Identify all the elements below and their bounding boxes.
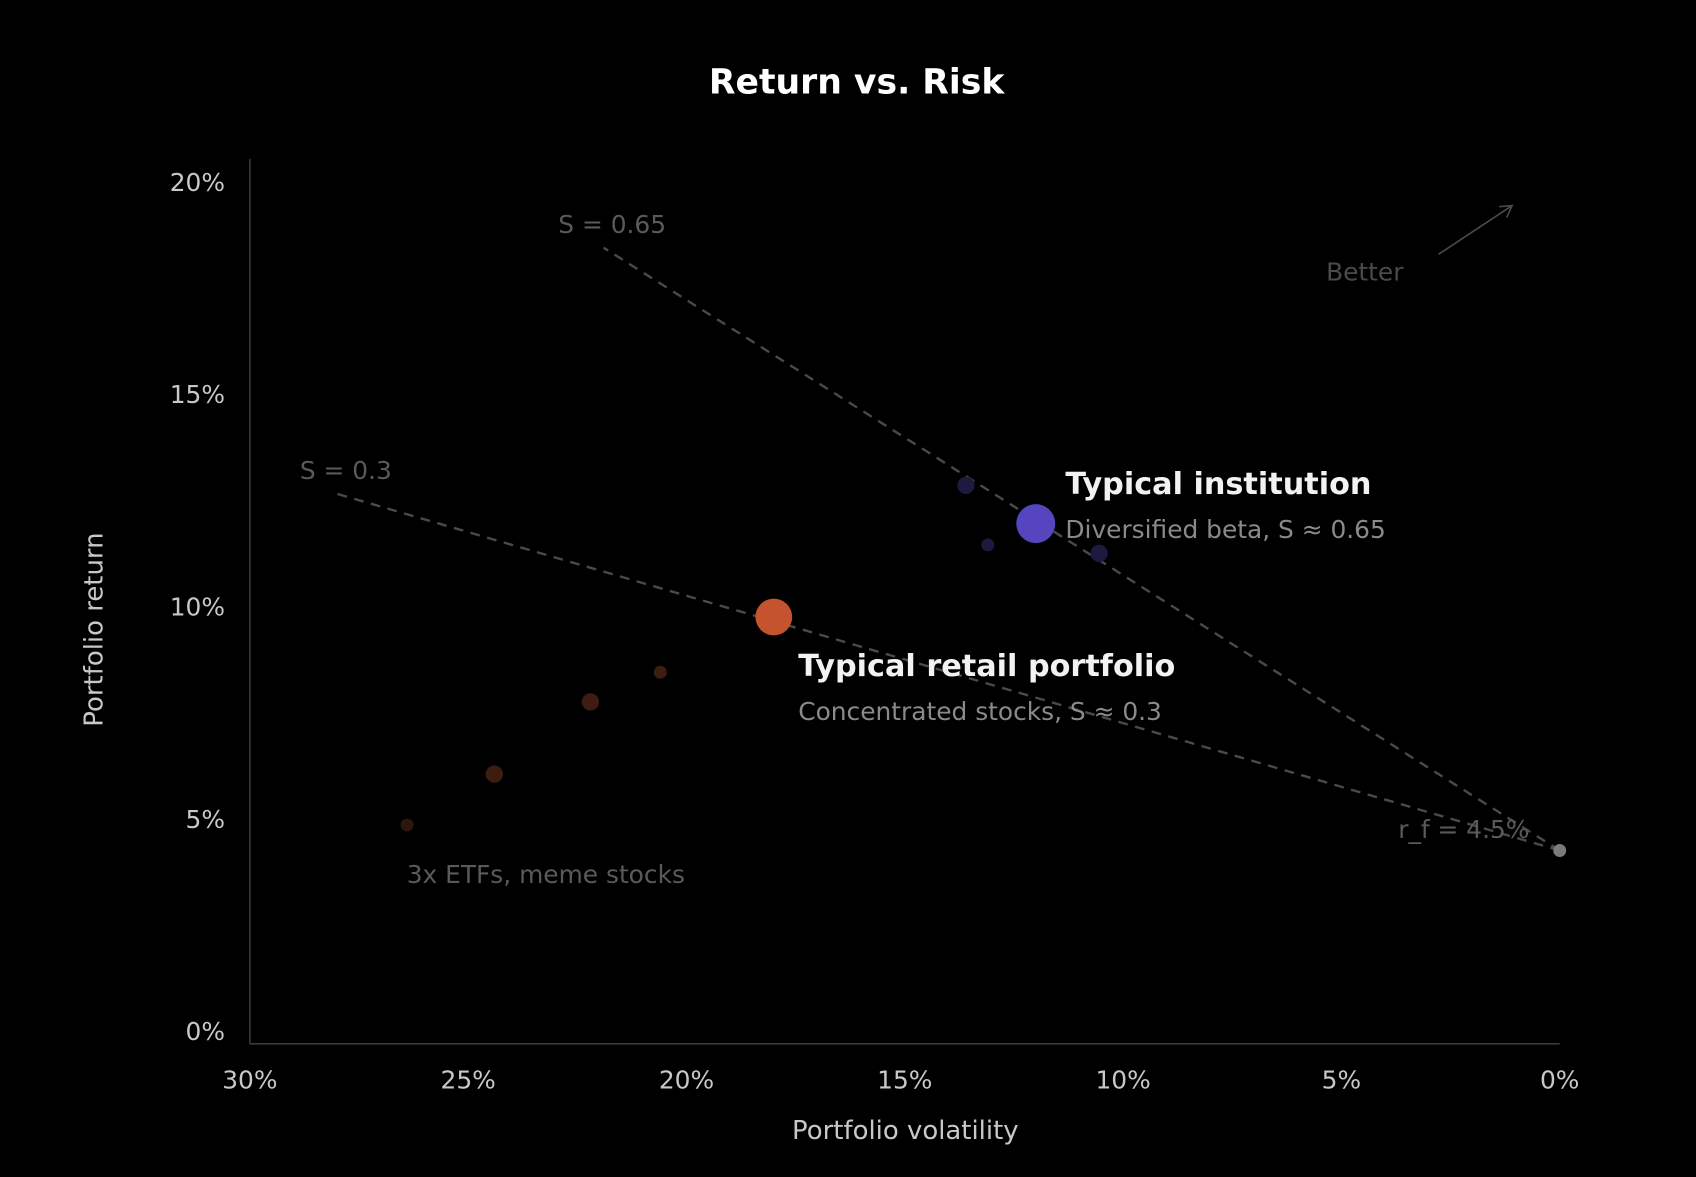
point [755,598,793,636]
x-tick-label: 20% [659,1066,714,1095]
point [1016,504,1056,544]
sharpe-line [336,492,1561,852]
point [400,818,414,832]
sharpe-line [602,246,1561,852]
y-tick-label: 15% [170,380,225,409]
annotation-title: Typical institution [1065,467,1371,502]
y-tick-label: 20% [170,168,225,197]
x-tick-label: 15% [877,1066,932,1095]
point [485,765,504,783]
y-tick-label: 5% [186,805,225,834]
annotation: 3x ETFs, meme stocks [407,860,685,889]
annotation: Better [1326,258,1404,287]
x-axis-title: Portfolio volatility [792,1116,1019,1146]
x-tick-label: 10% [1095,1066,1150,1095]
point [1090,544,1108,562]
y-tick-label: 0% [186,1017,225,1046]
x-tick-label: 25% [441,1066,496,1095]
point [653,665,667,679]
y-tick-label: 10% [170,593,225,622]
line-label: S = 0.65 [558,210,666,239]
x-tick-label: 0% [1540,1066,1579,1095]
chart-title: Return vs. Risk [709,62,1006,102]
arrow [1438,204,1513,255]
arrow-head [1499,204,1514,218]
y-axis-title: Portfolio return [80,532,110,726]
annotation-subtitle: Diversified beta, S ≈ 0.65 [1065,515,1385,544]
annotation-title: Typical retail portfolio [798,649,1175,684]
point [981,538,995,552]
point [1553,844,1567,857]
x-tick-label: 30% [222,1066,277,1095]
annotation-subtitle: Concentrated stocks, S ≈ 0.3 [798,697,1162,726]
point [581,693,600,711]
x-tick-label: 5% [1322,1066,1361,1095]
point [957,476,975,495]
annotation: r_f = 4.5% [1398,815,1529,844]
line-label: S = 0.3 [300,456,392,485]
plot-area: 30% 25% 20% 15% 10% 5% 0% 0% 5% 10% 15% 20% S = 0.65… [170,168,1580,1095]
